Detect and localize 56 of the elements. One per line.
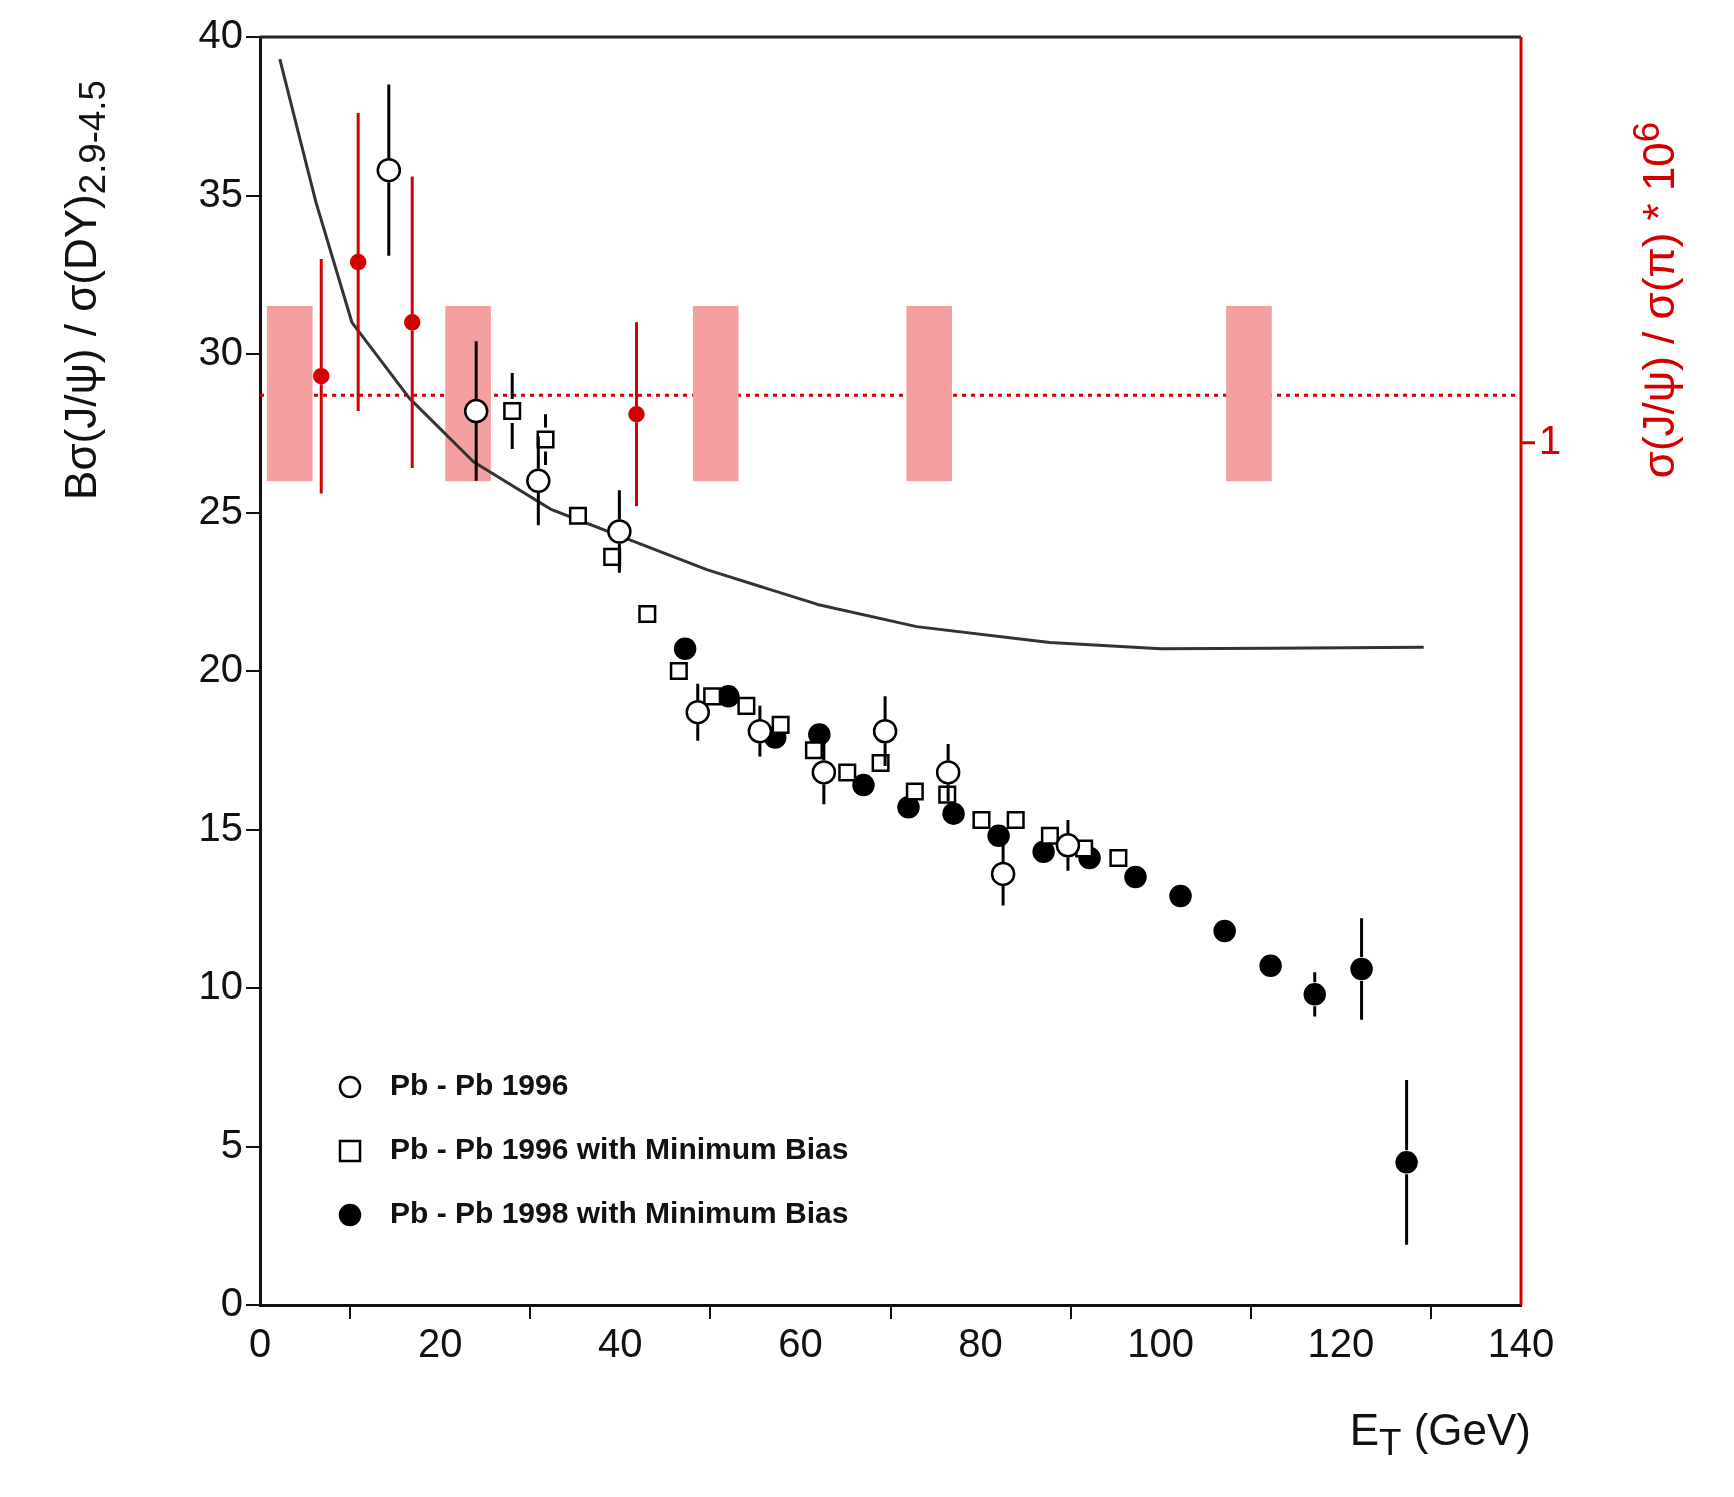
point bbox=[568, 506, 587, 525]
point bbox=[1213, 919, 1236, 943]
point bbox=[1350, 957, 1373, 981]
point bbox=[1006, 810, 1025, 830]
point bbox=[897, 796, 920, 819]
point bbox=[852, 773, 875, 797]
y-tick-label: 5 bbox=[220, 1121, 243, 1166]
point bbox=[804, 741, 823, 760]
legend-label: Pb - Pb 1996 bbox=[390, 1068, 569, 1102]
point bbox=[1169, 884, 1192, 908]
point bbox=[669, 661, 688, 681]
x-tick-label: 100 bbox=[1127, 1321, 1195, 1366]
point bbox=[503, 402, 522, 421]
x-tick-label: 140 bbox=[1487, 1321, 1555, 1366]
x-tick-label: 80 bbox=[958, 1321, 1003, 1366]
x-axis-title: E$_{T}$ (GeV) bbox=[1349, 1405, 1531, 1464]
x-tick-label: 40 bbox=[598, 1321, 643, 1366]
point bbox=[737, 696, 756, 715]
point bbox=[703, 687, 722, 706]
point bbox=[987, 824, 1010, 848]
legend-label: Pb - Pb 1996 with Minimum Bias bbox=[390, 1132, 849, 1166]
point bbox=[1303, 983, 1326, 1006]
point bbox=[349, 253, 367, 271]
point bbox=[972, 810, 991, 830]
x-tick-label: 20 bbox=[417, 1321, 463, 1366]
y-tick-label: 15 bbox=[198, 804, 243, 849]
x-tick-label: 60 bbox=[778, 1321, 823, 1366]
point bbox=[838, 763, 857, 782]
point bbox=[1259, 954, 1282, 978]
point bbox=[1124, 865, 1147, 889]
point bbox=[673, 637, 697, 661]
point bbox=[771, 715, 790, 734]
point bbox=[463, 398, 489, 424]
point bbox=[403, 314, 421, 331]
y-tick-label: 40 bbox=[198, 12, 243, 57]
y-tick-label: 25 bbox=[198, 487, 243, 532]
point bbox=[942, 802, 965, 825]
point bbox=[607, 519, 632, 544]
x-tick-label: 120 bbox=[1307, 1321, 1375, 1366]
y-tick-label: 35 bbox=[198, 170, 243, 215]
point bbox=[1395, 1151, 1418, 1174]
point bbox=[1109, 849, 1128, 868]
y-tick-label: 30 bbox=[198, 329, 243, 374]
point bbox=[1040, 826, 1059, 845]
text: 1 bbox=[1539, 417, 1562, 462]
y-tick-label: 20 bbox=[198, 646, 243, 691]
point bbox=[905, 782, 924, 801]
point bbox=[536, 430, 555, 449]
y-tick-label: 0 bbox=[220, 1280, 243, 1325]
y-tick-label: 10 bbox=[198, 963, 243, 1008]
point bbox=[1032, 840, 1055, 863]
legend-label: Pb - Pb 1998 with Minimum Bias bbox=[390, 1196, 849, 1230]
x-tick-label: 0 bbox=[248, 1321, 272, 1366]
point bbox=[313, 367, 330, 385]
point bbox=[638, 604, 657, 623]
point bbox=[628, 405, 645, 423]
